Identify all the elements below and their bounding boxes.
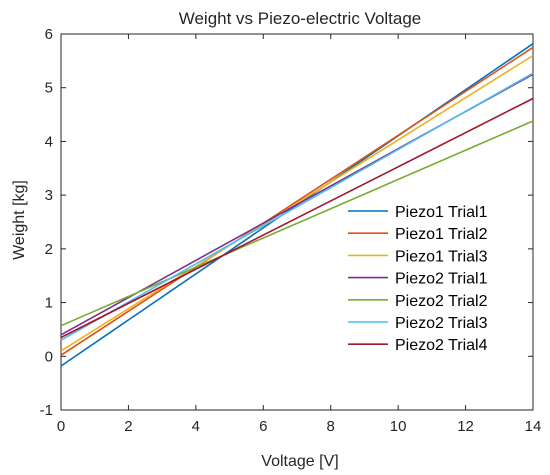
legend-label: Piezo1 Trial3 [395, 248, 488, 265]
x-tick-label: 0 [57, 418, 65, 435]
series-line [60, 97, 534, 339]
x-tick-label: 4 [192, 418, 200, 435]
series-lines [60, 43, 534, 367]
y-tick-label: -1 [40, 402, 53, 419]
legend-label: Piezo1 Trial2 [395, 226, 488, 243]
series-line [60, 46, 534, 356]
series-line [60, 54, 534, 352]
y-tick-label: 4 [45, 133, 53, 150]
x-axis: 0 2 4 6 8 10 12 14 [57, 34, 542, 435]
y-tick-label: 1 [45, 295, 53, 312]
y-tick-label: 2 [45, 241, 53, 258]
x-tick-label: 2 [124, 418, 132, 435]
y-tick-label: 0 [45, 348, 53, 365]
y-tick-label: 6 [45, 26, 53, 43]
y-tick-label: 3 [45, 187, 53, 204]
legend: Piezo1 Trial1 Piezo1 Trial2 Piezo1 Trial3 P… [348, 204, 488, 354]
x-tick-label: 14 [525, 418, 542, 435]
x-tick-label: 6 [259, 418, 267, 435]
legend-label: Piezo2 Trial4 [395, 337, 488, 354]
y-tick-label: 5 [45, 80, 53, 97]
legend-label: Piezo1 Trial1 [395, 204, 488, 221]
chart-title: Weight vs Piezo-electric Voltage [179, 9, 422, 28]
x-tick-label: 8 [327, 418, 335, 435]
y-axis: -1 0 1 2 3 4 5 6 [40, 26, 533, 419]
legend-label: Piezo2 Trial1 [395, 271, 488, 288]
y-axis-label: Weight [kg] [11, 180, 28, 260]
series-line [60, 72, 534, 341]
x-tick-label: 10 [390, 418, 407, 435]
x-axis-label: Voltage [V] [261, 453, 338, 470]
x-tick-label: 12 [457, 418, 474, 435]
legend-label: Piezo2 Trial3 [395, 315, 488, 332]
legend-label: Piezo2 Trial2 [395, 293, 488, 310]
series-line [60, 120, 534, 327]
